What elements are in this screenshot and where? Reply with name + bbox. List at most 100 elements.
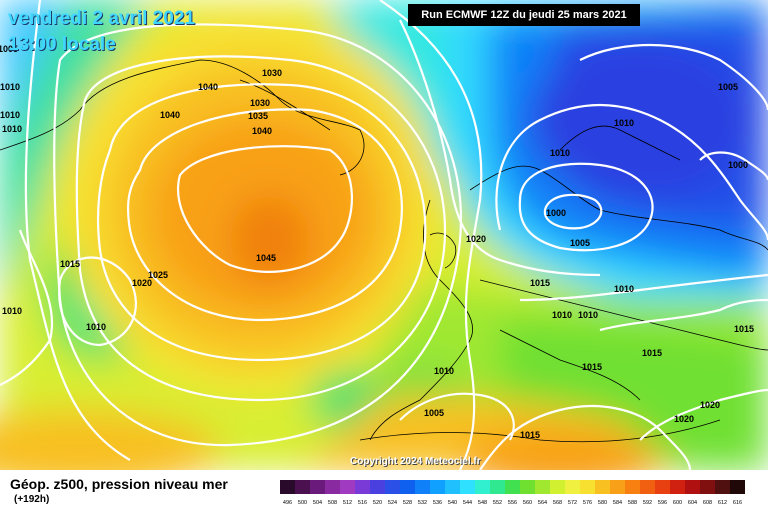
isobar-label: 1030 bbox=[262, 68, 282, 78]
scale-label: 556 bbox=[508, 500, 517, 506]
legend-subtitle: (+192h) bbox=[14, 494, 50, 505]
isobar-1010-south bbox=[399, 392, 515, 441]
isobar-label: 1035 bbox=[248, 111, 268, 121]
scale-swatch bbox=[700, 480, 715, 494]
isobar-1020-se bbox=[639, 388, 768, 441]
isobar-label: 1015 bbox=[60, 259, 80, 269]
scale-swatch bbox=[400, 480, 415, 494]
scale-swatch bbox=[325, 480, 340, 494]
isobar-1020-east bbox=[399, 19, 601, 277]
geopotential-map: 1040 1030 1030 1035 1040 1040 1045 1015 … bbox=[0, 0, 768, 470]
legend-title: Géop. z500, pression niveau mer bbox=[10, 476, 228, 492]
scale-label: 544 bbox=[463, 500, 472, 506]
isobar-1000-low bbox=[543, 193, 603, 230]
scale-swatch bbox=[565, 480, 580, 494]
isobar-label: 1010 bbox=[614, 284, 634, 294]
isobar-1030 bbox=[75, 55, 447, 402]
isobar-label: 1015 bbox=[530, 278, 550, 288]
isobar-1035 bbox=[96, 83, 427, 362]
isobar-label: 1010 bbox=[0, 110, 20, 120]
isobar-1005-ne bbox=[579, 43, 768, 111]
scale-swatch bbox=[625, 480, 640, 494]
scale-label: 560 bbox=[523, 500, 532, 506]
scale-swatch bbox=[550, 480, 565, 494]
scale-label: 600 bbox=[673, 500, 682, 506]
isobar-label: 1020 bbox=[132, 278, 152, 288]
isobar-1045 bbox=[177, 145, 354, 273]
scale-label: 588 bbox=[628, 500, 637, 506]
scale-label: 512 bbox=[343, 500, 352, 506]
scale-label: 616 bbox=[733, 500, 742, 506]
isobar-1000-ne bbox=[699, 151, 768, 181]
isobar-1010-west bbox=[58, 256, 137, 347]
scale-swatch bbox=[340, 480, 355, 494]
isobar-label: 1030 bbox=[250, 98, 270, 108]
forecast-time: 13:00 locale bbox=[8, 34, 116, 55]
scale-label: 612 bbox=[718, 500, 727, 506]
scale-label: 524 bbox=[388, 500, 397, 506]
scale-label: 596 bbox=[658, 500, 667, 506]
scale-swatch bbox=[505, 480, 520, 494]
isobar-label: 1040 bbox=[198, 82, 218, 92]
scale-swatch bbox=[535, 480, 550, 494]
isobar-label: 1010 bbox=[2, 124, 22, 134]
isobar-label: 1015 bbox=[520, 430, 540, 440]
isobar-label: 1005 bbox=[718, 82, 738, 92]
isobar-label: 1010 bbox=[86, 322, 106, 332]
scale-label: 584 bbox=[613, 500, 622, 506]
scale-label: 568 bbox=[553, 500, 562, 506]
isobar-label: 1015 bbox=[642, 348, 662, 358]
isobar-label: 1010 bbox=[578, 310, 598, 320]
isobar-1020 bbox=[24, 0, 483, 470]
isobar-label: 1005 bbox=[570, 238, 590, 248]
isobar-label: 1005 bbox=[424, 408, 444, 418]
scale-swatch bbox=[610, 480, 625, 494]
scale-label: 592 bbox=[643, 500, 652, 506]
scale-label: 572 bbox=[568, 500, 577, 506]
scale-swatch bbox=[370, 480, 385, 494]
scale-swatch bbox=[295, 480, 310, 494]
isobar-label: 1010 bbox=[550, 148, 570, 158]
scale-label: 508 bbox=[328, 500, 337, 506]
color-scale: 496 500 504 508 512 516 520 524 528 532 536 540 544 5… bbox=[280, 480, 745, 506]
scale-swatch bbox=[430, 480, 445, 494]
scale-label: 540 bbox=[448, 500, 457, 506]
scale-label: 504 bbox=[313, 500, 322, 506]
scale-label: 516 bbox=[358, 500, 367, 506]
isobar-1010-se bbox=[519, 273, 768, 302]
scale-label: 552 bbox=[493, 500, 502, 506]
isobar-1015-west bbox=[0, 229, 54, 386]
scale-swatch bbox=[595, 480, 610, 494]
scale-swatch bbox=[475, 480, 490, 494]
scale-swatch bbox=[640, 480, 655, 494]
scale-label: 500 bbox=[298, 500, 307, 506]
scale-swatch bbox=[730, 480, 745, 494]
isobar-label: 1020 bbox=[466, 234, 486, 244]
isobar-label: 1000 bbox=[728, 160, 748, 170]
run-info-box: Run ECMWF 12Z du jeudi 25 mars 2021 bbox=[408, 4, 640, 26]
isobar-label: 1010 bbox=[2, 306, 22, 316]
isobar-1005-low bbox=[518, 162, 654, 252]
scale-label: 528 bbox=[403, 500, 412, 506]
scale-swatch bbox=[670, 480, 685, 494]
isobar-label: 1020 bbox=[674, 414, 694, 424]
scale-swatch bbox=[355, 480, 370, 494]
isobar-1015-south bbox=[479, 404, 692, 470]
scale-label: 564 bbox=[538, 500, 547, 506]
isobar-label: 1010 bbox=[0, 82, 20, 92]
scale-swatch bbox=[385, 480, 400, 494]
isobar-label: 1000 bbox=[546, 208, 566, 218]
scale-label: 496 bbox=[283, 500, 292, 506]
isobar-label: 1040 bbox=[252, 126, 272, 136]
scale-label: 608 bbox=[703, 500, 712, 506]
scale-swatch bbox=[280, 480, 295, 494]
scale-swatch bbox=[310, 480, 325, 494]
isobar-label: 1010 bbox=[434, 366, 454, 376]
scale-label: 548 bbox=[478, 500, 487, 506]
scale-swatch bbox=[520, 480, 535, 494]
isobar-label: 1020 bbox=[700, 400, 720, 410]
scale-swatch bbox=[490, 480, 505, 494]
scale-label: 604 bbox=[688, 500, 697, 506]
isobar-label: 1015 bbox=[582, 362, 602, 372]
isobar-label: 1045 bbox=[256, 253, 276, 263]
